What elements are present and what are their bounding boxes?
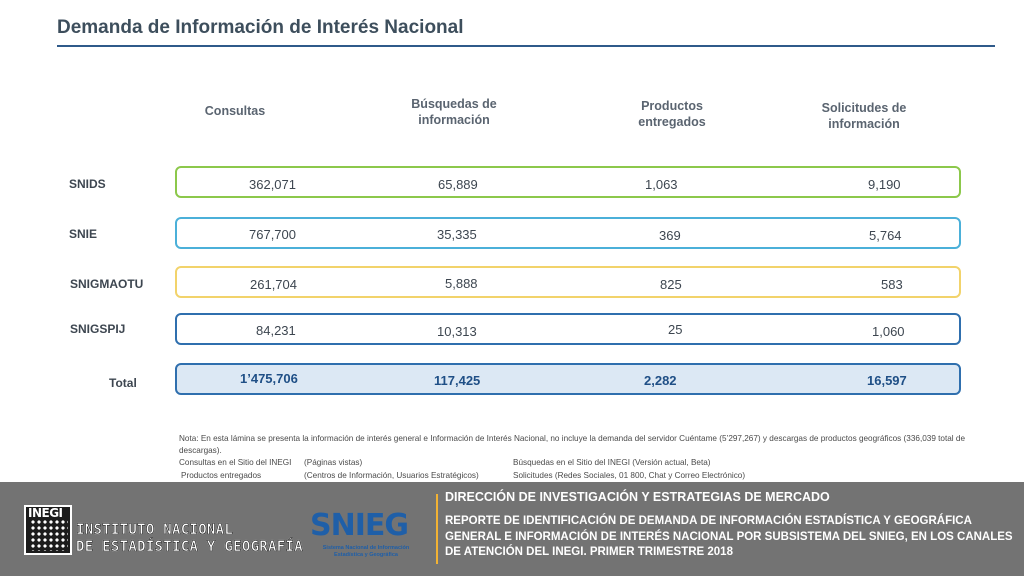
- snieg-logo-subtitle: Sistema Nacional de Información Estadíst…: [322, 545, 410, 558]
- column-header-solicitudes: Solicitudes de información: [821, 101, 907, 131]
- row-label-snie: SNIE: [69, 227, 98, 241]
- inegi-logo-icon: INEGI: [24, 505, 72, 555]
- cell-snigmaotu-busquedas: 5,888: [445, 276, 478, 291]
- inegi-institution-name: INSTITUTO NACIONAL DE ESTADÍSTICA Y GEOG…: [76, 522, 303, 556]
- cell-snigspij-solicitudes: 1,060: [872, 324, 905, 339]
- cell-snie-solicitudes: 5,764: [869, 228, 902, 243]
- cell-snigspij-consultas: 84,231: [256, 323, 296, 338]
- column-header-busquedas: Búsquedas de información: [411, 97, 497, 127]
- footer-bar: [0, 482, 1024, 576]
- cell-snigmaotu-productos: 825: [660, 277, 682, 292]
- footer-report-title: REPORTE DE IDENTIFICACIÓN DE DEMANDA DE …: [445, 515, 1013, 558]
- table-row-total: [175, 363, 961, 395]
- cell-total-productos: 2,282: [644, 373, 677, 388]
- cell-total-solicitudes: 16,597: [867, 373, 907, 388]
- cell-snie-consultas: 767,700: [249, 227, 296, 242]
- cell-snids-consultas: 362,071: [249, 177, 296, 192]
- title-divider: [57, 45, 995, 47]
- snieg-logo: SNIEG Sistema Nacional de Información Es…: [310, 508, 420, 560]
- cell-snids-busquedas: 65,889: [438, 177, 478, 192]
- cell-snids-solicitudes: 9,190: [868, 177, 901, 192]
- cell-total-busquedas: 117,425: [434, 373, 481, 388]
- footer-divider: [436, 494, 438, 564]
- row-label-snids: SNIDS: [69, 177, 106, 191]
- table-row-snie: [175, 217, 961, 249]
- cell-snie-productos: 369: [659, 228, 681, 243]
- table-row-snigspij: [175, 313, 961, 345]
- cell-snigspij-busquedas: 10,313: [437, 324, 477, 339]
- cell-snids-productos: 1,063: [645, 177, 678, 192]
- row-label-snigspij: SNIGSPIJ: [70, 322, 126, 336]
- column-header-productos: Productos entregados: [638, 99, 706, 129]
- page-title: Demanda de Información de Interés Nacion…: [57, 17, 464, 38]
- cell-snigmaotu-consultas: 261,704: [250, 277, 297, 292]
- note-consultas-desc: (Páginas vistas): [304, 458, 363, 467]
- cell-total-consultas: 1’475,706: [240, 371, 298, 386]
- row-label-snigmaotu: SNIGMAOTU: [70, 277, 144, 291]
- footnote: Nota: En esta lámina se presenta la info…: [179, 434, 966, 455]
- cell-snie-busquedas: 35,335: [437, 227, 477, 242]
- cell-snigmaotu-solicitudes: 583: [881, 277, 903, 292]
- note-busquedas-label: Búsquedas en el Sitio del INEGI (Versión…: [513, 458, 711, 467]
- snieg-logo-text: SNIEG: [310, 508, 409, 543]
- table-row-snigmaotu: [175, 266, 961, 298]
- cell-snigspij-productos: 25: [668, 322, 683, 337]
- note-productos-label: Productos entregados: [181, 471, 262, 480]
- table-row-snids: [175, 166, 961, 198]
- note-consultas-label: Consultas en el Sitio del INEGI: [179, 458, 292, 467]
- footer-heading: DIRECCIÓN DE INVESTIGACIÓN Y ESTRATEGIAS…: [445, 490, 830, 504]
- note-solicitudes-label: Solicitudes (Redes Sociales, 01 800, Cha…: [513, 471, 746, 480]
- note-productos-desc: (Centros de Información, Usuarios Estrat…: [304, 471, 479, 480]
- row-label-total: Total: [109, 376, 137, 390]
- column-header-consultas: Consultas: [204, 104, 266, 118]
